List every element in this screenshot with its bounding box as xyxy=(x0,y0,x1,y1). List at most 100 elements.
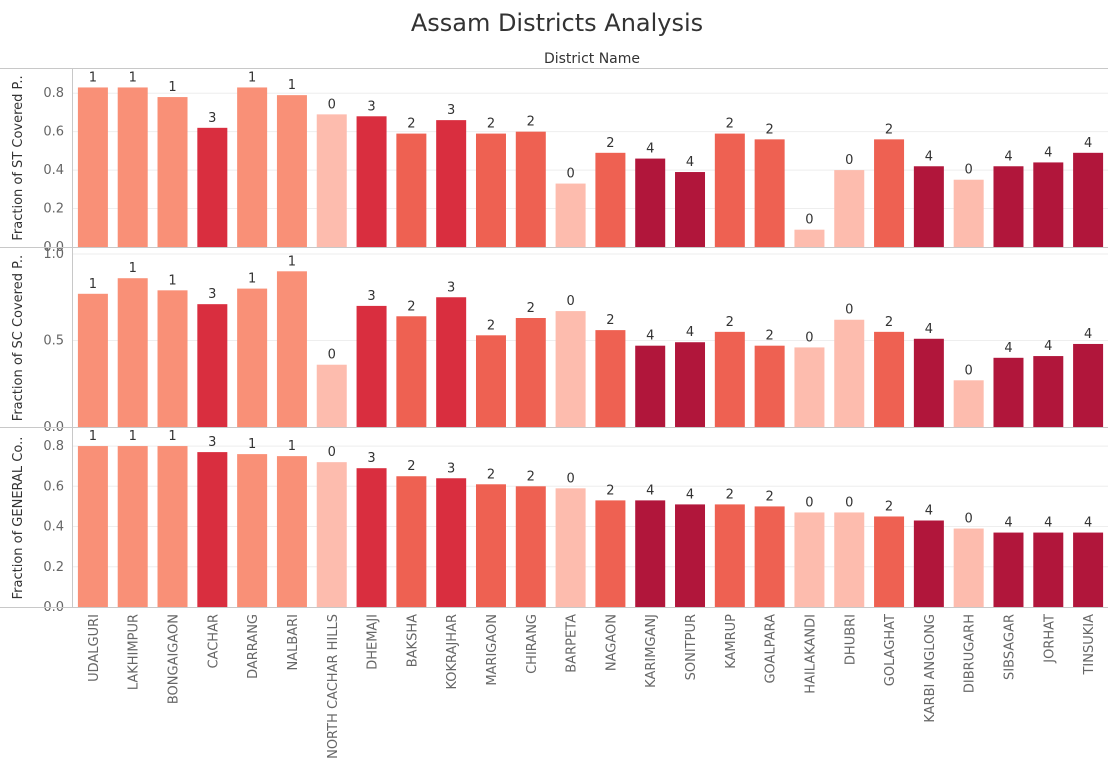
bar[interactable] xyxy=(794,347,825,427)
bar[interactable] xyxy=(953,528,984,607)
bar[interactable] xyxy=(356,116,387,248)
bar[interactable] xyxy=(913,166,944,247)
data-label: 3 xyxy=(447,103,455,118)
bar[interactable] xyxy=(237,87,268,247)
bar[interactable] xyxy=(635,500,666,607)
data-label: 2 xyxy=(606,313,614,328)
bar[interactable] xyxy=(675,172,706,247)
bar[interactable] xyxy=(77,87,108,247)
bar[interactable] xyxy=(436,478,467,607)
data-label: 3 xyxy=(208,287,216,302)
bar[interactable] xyxy=(356,305,387,427)
bar[interactable] xyxy=(117,87,148,247)
bar[interactable] xyxy=(197,127,228,247)
data-label: 1 xyxy=(129,70,137,85)
bar[interactable] xyxy=(356,468,387,607)
bar[interactable] xyxy=(396,316,427,427)
bar[interactable] xyxy=(276,271,307,427)
data-label: 2 xyxy=(765,489,773,504)
bar[interactable] xyxy=(436,297,467,427)
bar[interactable] xyxy=(475,133,506,247)
bar[interactable] xyxy=(675,504,706,607)
bar[interactable] xyxy=(197,452,228,607)
bar[interactable] xyxy=(714,331,745,427)
bar[interactable] xyxy=(1073,343,1104,427)
y-tick-label: 0.4 xyxy=(43,163,64,178)
bar[interactable] xyxy=(515,318,546,427)
bar[interactable] xyxy=(794,229,825,247)
bar[interactable] xyxy=(794,512,825,607)
bar[interactable] xyxy=(157,97,188,247)
bar[interactable] xyxy=(675,342,706,427)
bar[interactable] xyxy=(436,120,467,247)
bar[interactable] xyxy=(117,446,148,607)
x-tick-label: JORHAT xyxy=(1042,614,1057,664)
bar[interactable] xyxy=(276,95,307,248)
bar[interactable] xyxy=(635,345,666,427)
y-tick-label: 0.8 xyxy=(43,439,64,454)
data-label: 1 xyxy=(89,429,97,444)
bar[interactable] xyxy=(555,311,586,427)
bar[interactable] xyxy=(396,476,427,607)
bar[interactable] xyxy=(157,290,188,427)
bar[interactable] xyxy=(993,532,1024,607)
bar[interactable] xyxy=(77,446,108,607)
bar[interactable] xyxy=(635,158,666,247)
bar[interactable] xyxy=(1073,152,1104,247)
bar[interactable] xyxy=(475,335,506,427)
bar[interactable] xyxy=(714,133,745,247)
bar[interactable] xyxy=(953,380,984,427)
bar[interactable] xyxy=(77,293,108,427)
data-label: 2 xyxy=(407,299,415,314)
data-label: 2 xyxy=(885,315,893,330)
bar[interactable] xyxy=(515,486,546,607)
bar[interactable] xyxy=(993,166,1024,247)
bar[interactable] xyxy=(993,357,1024,427)
bar[interactable] xyxy=(913,338,944,427)
data-label: 1 xyxy=(288,439,296,454)
data-label: 2 xyxy=(606,483,614,498)
bar[interactable] xyxy=(555,183,586,247)
data-label: 2 xyxy=(487,467,495,482)
bar[interactable] xyxy=(1033,532,1064,607)
bar[interactable] xyxy=(1033,356,1064,427)
bar[interactable] xyxy=(714,504,745,607)
bar[interactable] xyxy=(316,364,347,427)
data-label: 2 xyxy=(527,301,535,316)
bar[interactable] xyxy=(834,170,865,247)
bar[interactable] xyxy=(595,152,626,247)
bar[interactable] xyxy=(157,446,188,607)
bar[interactable] xyxy=(874,331,905,427)
bar[interactable] xyxy=(874,139,905,247)
bar[interactable] xyxy=(754,345,785,427)
bar[interactable] xyxy=(595,500,626,607)
bar[interactable] xyxy=(913,520,944,608)
bar[interactable] xyxy=(754,139,785,247)
bar[interactable] xyxy=(475,484,506,607)
bar[interactable] xyxy=(555,488,586,607)
bar[interactable] xyxy=(1073,532,1104,607)
bar[interactable] xyxy=(316,462,347,607)
bar[interactable] xyxy=(396,133,427,247)
bar[interactable] xyxy=(237,288,268,427)
x-tick-label: GOLAGHAT xyxy=(883,614,898,686)
bar[interactable] xyxy=(276,456,307,607)
bar[interactable] xyxy=(237,454,268,607)
bar[interactable] xyxy=(316,114,347,247)
bar[interactable] xyxy=(117,278,148,427)
x-tick-label: TINSUKIA xyxy=(1082,614,1097,676)
bar[interactable] xyxy=(595,330,626,427)
bar[interactable] xyxy=(515,131,546,247)
bar[interactable] xyxy=(197,304,228,427)
bar[interactable] xyxy=(1033,162,1064,247)
x-tick-label: BAKSHA xyxy=(405,614,420,667)
bar[interactable] xyxy=(953,179,984,247)
x-tick-label: KARBI ANGLONG xyxy=(923,614,938,723)
bar[interactable] xyxy=(754,506,785,607)
bar[interactable] xyxy=(834,319,865,427)
data-label: 4 xyxy=(1044,145,1052,160)
bar[interactable] xyxy=(834,512,865,607)
y-tick-label: 0.8 xyxy=(43,86,64,101)
bar[interactable] xyxy=(874,516,905,607)
